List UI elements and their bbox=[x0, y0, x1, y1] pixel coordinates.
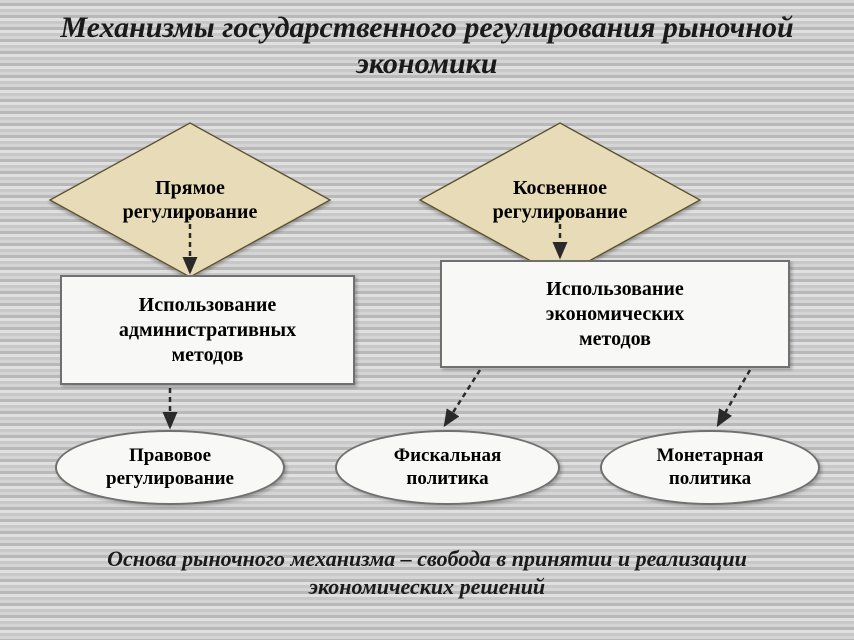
ellipse-monetary-label: Монетарная политика bbox=[657, 445, 764, 491]
ellipse-monetary: Монетарная политика bbox=[600, 430, 820, 505]
diamond-indirect-label: Косвенное регулирование bbox=[493, 176, 628, 224]
diamond-direct-label: Прямое регулирование bbox=[123, 176, 258, 224]
ellipse-legal-label: Правовое регулирование bbox=[106, 445, 234, 491]
ellipse-legal: Правовое регулирование bbox=[55, 430, 285, 505]
rect-econ-methods: Использование экономических методов bbox=[440, 260, 790, 368]
rect-admin-methods: Использование административных методов bbox=[60, 275, 355, 385]
diamond-direct: Прямое регулирование bbox=[90, 100, 290, 300]
rect-econ-label: Использование экономических методов bbox=[546, 277, 685, 352]
ellipse-fiscal-label: Фискальная политика bbox=[394, 445, 501, 491]
rect-admin-label: Использование административных методов bbox=[119, 293, 296, 368]
footer-text: Основа рыночного механизма – свобода в п… bbox=[0, 545, 854, 600]
diagram-canvas: Механизмы государственного регулирования… bbox=[0, 0, 854, 640]
page-title: Механизмы государственного регулирования… bbox=[0, 10, 854, 82]
ellipse-fiscal: Фискальная политика bbox=[335, 430, 560, 505]
